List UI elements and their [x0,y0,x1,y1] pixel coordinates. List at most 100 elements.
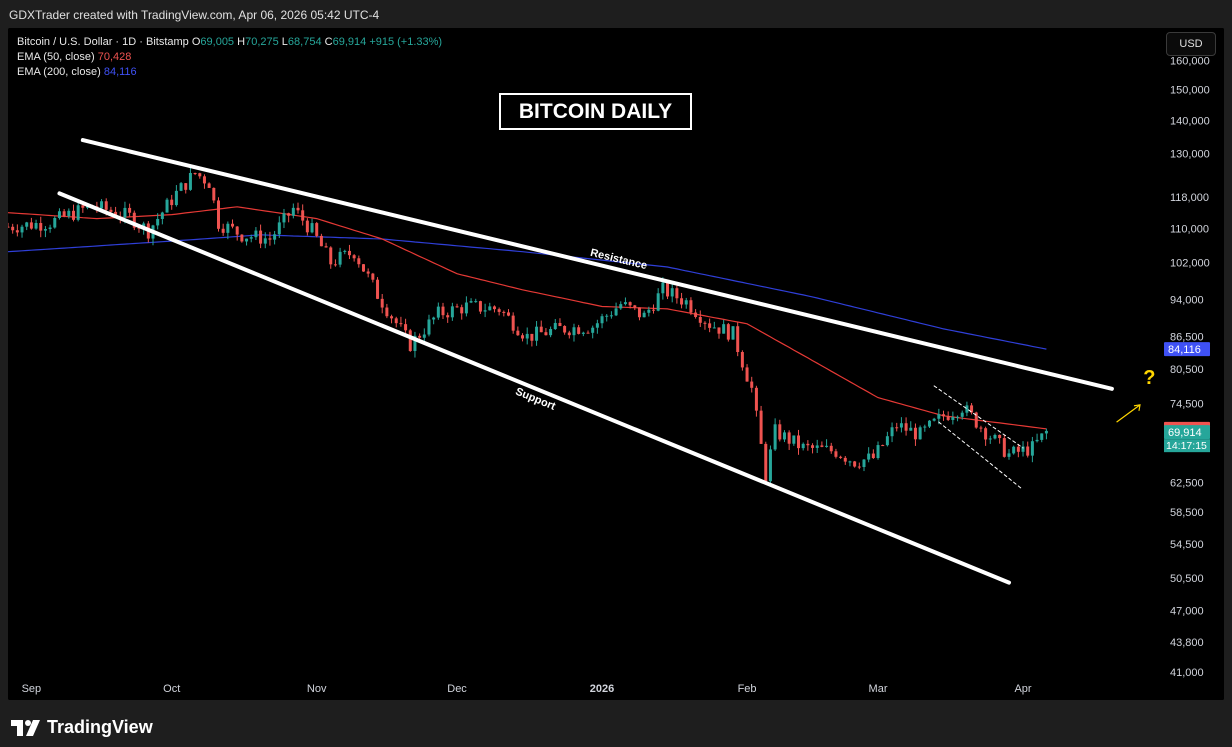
channel-dashed-line [933,385,1024,449]
candle-body [839,456,843,458]
candle-body [263,238,267,244]
candle-body [806,443,810,446]
candle-body [254,230,258,238]
chart-panel[interactable]: 160,000 150,000 140,000 130,000 118,000 110,0… [8,28,1224,700]
candle-body [319,235,323,247]
candle-body [1012,446,1016,454]
candle-body [156,218,160,226]
candle-body [455,306,459,308]
ema50-legend[interactable]: EMA (50, close) 70,428 [17,51,131,63]
close-value: 69,914 [332,36,367,48]
candle-body [647,309,651,313]
y-tick-label: 41,000 [1170,667,1204,679]
candle-body [745,367,749,382]
candle-body [680,298,684,305]
candle-body [268,238,272,240]
ema200-legend[interactable]: EMA (200, close) 84,116 [17,66,137,78]
candle-body [591,327,595,333]
candle-body [797,435,801,449]
candle-body [876,445,880,458]
candle-body [595,323,599,328]
candlestick-chart[interactable]: 160,000 150,000 140,000 130,000 118,000 110,0… [8,28,1224,700]
candle-body [399,323,403,325]
candle-body [39,223,43,231]
candle-body [483,310,487,312]
candle-body [637,307,641,318]
low-value: 68,754 [287,36,322,48]
candle-body [754,387,758,411]
candle-body [193,172,197,174]
candle-body [469,301,473,303]
candle-body [782,432,786,440]
candle-body [343,250,347,252]
candle-body [357,258,361,265]
y-tick-label: 58,500 [1170,507,1204,519]
currency-button[interactable]: USD [1166,32,1216,56]
candle-body [109,209,113,212]
candle-body [188,172,192,190]
candle-body [778,424,782,440]
candle-body [857,466,861,468]
candle-body [768,449,772,482]
candle-body [619,304,623,309]
y-tick-label: 74,500 [1170,399,1204,411]
candle-body [366,271,370,274]
candle-body [675,288,679,299]
candle-body [792,435,796,444]
candle-body [132,212,136,228]
candle-body [231,223,235,227]
candle-body [216,200,220,229]
countdown-label: 14:17:15 [1166,440,1207,452]
candle-body [984,428,988,440]
ema200-line [8,234,1047,350]
candle-body [853,461,857,467]
candle-body [376,279,380,299]
candle-body [296,207,300,211]
candle-body [918,427,922,440]
candle-body [703,322,707,324]
candle-body [871,453,875,458]
candle-body [273,234,277,240]
candle-body [722,324,726,334]
high-label: H [237,36,246,48]
candle-body [128,207,132,213]
candle-body [530,333,534,341]
candle-body [539,326,543,333]
open-label: O [191,36,201,48]
candle-body [15,230,19,233]
chart-background [8,28,1224,700]
candle-body [642,312,646,318]
breakout-arrow [1116,404,1141,423]
candle-body [614,308,618,316]
candle-body [57,211,61,219]
candle-body [413,335,417,351]
resistance-trendline [80,138,1114,391]
candle-body [305,220,309,233]
y-tick-label: 150,000 [1170,84,1210,96]
candle-body [333,264,337,266]
candle-body [932,418,936,421]
candle-body [867,453,871,460]
candle-body [652,309,656,311]
candle-body [418,335,422,338]
candle-body [946,416,950,420]
candle-body [207,183,211,188]
candle-body [787,432,791,444]
candle-body [656,293,660,311]
y-tick-label: 80,500 [1170,364,1204,376]
candle-body [1021,446,1025,452]
candle-body [511,315,515,331]
candle-body [361,264,365,272]
candle-body [34,223,38,229]
tradingview-logo[interactable]: TradingView [11,717,153,738]
y-tick-label: 102,000 [1170,258,1210,270]
y-tick-label: 43,800 [1170,637,1204,649]
candle-body [492,306,496,310]
y-tick-label: 94,000 [1170,294,1204,306]
candle-body [76,205,80,220]
candle-body [1035,439,1039,442]
candle-body [970,405,974,413]
candle-body [628,302,632,306]
candle-body [310,223,314,233]
candle-body [600,316,604,324]
